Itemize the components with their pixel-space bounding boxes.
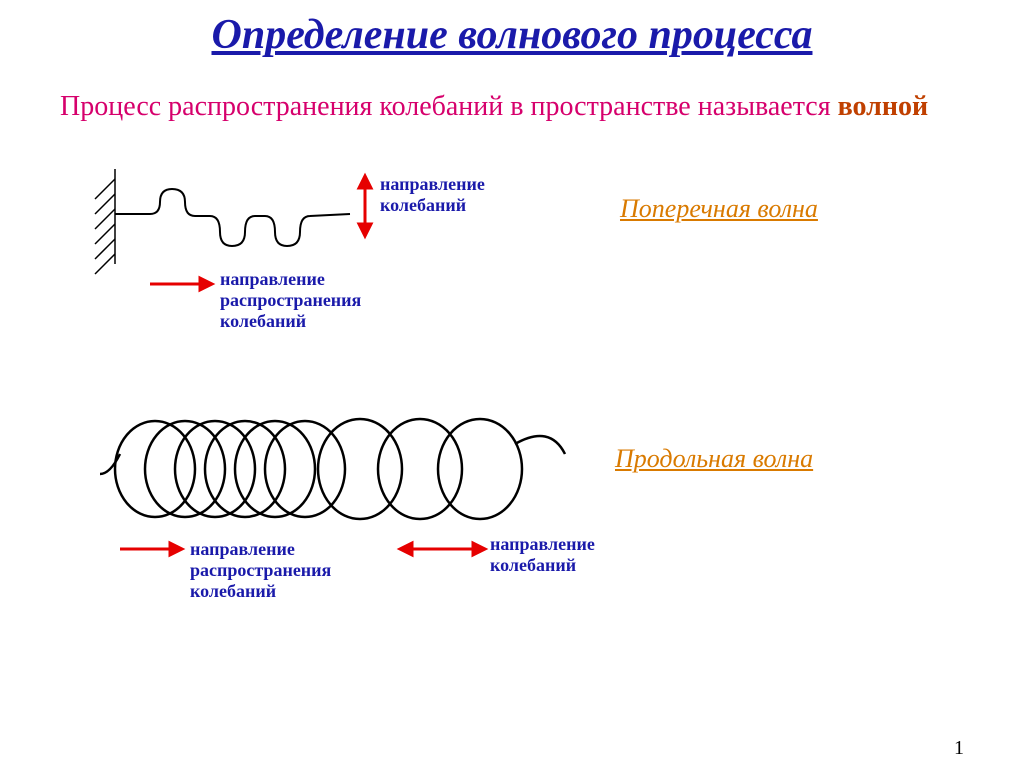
transverse-wave-label: Поперечная волна: [620, 194, 818, 224]
definition-part1: Процесс распространения колебаний в прос…: [60, 91, 838, 122]
longitudinal-osc-label: направление колебаний: [490, 534, 650, 576]
diagram-area: направление колебаний направление распро…: [60, 164, 964, 584]
longitudinal-prop-label: направление распространения колебаний: [190, 539, 410, 602]
page-number: 1: [954, 737, 964, 760]
page-title: Определение волнового процесса: [40, 10, 984, 60]
definition-text: Процесс распространения колебаний в прос…: [60, 80, 964, 133]
definition-part2: волной: [838, 91, 929, 122]
transverse-prop-label: направление распространения колебаний: [220, 269, 440, 332]
transverse-osc-label: направление колебаний: [380, 174, 530, 216]
longitudinal-wave-label: Продольная волна: [615, 444, 813, 474]
